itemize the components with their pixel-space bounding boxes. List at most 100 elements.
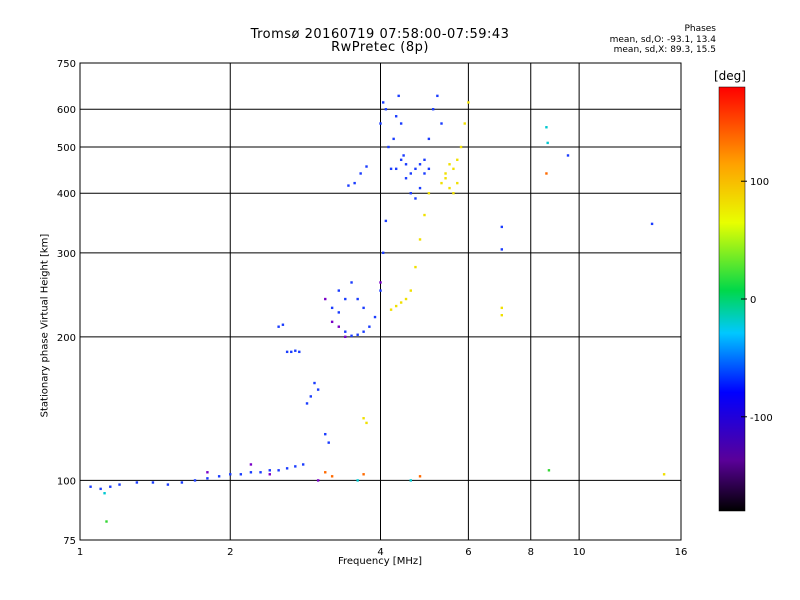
data-point bbox=[397, 94, 400, 98]
data-point bbox=[423, 213, 426, 217]
y-tick-label: 600 bbox=[57, 105, 76, 116]
colorbar-tick-label: -100 bbox=[750, 413, 773, 424]
data-point bbox=[362, 417, 365, 420]
data-point bbox=[285, 350, 289, 354]
data-point bbox=[662, 473, 666, 476]
data-point bbox=[399, 158, 403, 162]
data-point bbox=[463, 122, 466, 125]
data-point bbox=[436, 94, 439, 98]
data-point bbox=[365, 421, 368, 425]
data-point bbox=[440, 181, 443, 185]
data-point bbox=[448, 163, 451, 166]
data-point bbox=[249, 463, 253, 466]
data-point bbox=[381, 101, 385, 104]
data-point bbox=[427, 137, 431, 141]
chart-subtitle: RwPretec (8p) bbox=[331, 40, 429, 55]
data-point bbox=[418, 163, 422, 166]
data-point bbox=[546, 141, 549, 145]
data-point bbox=[440, 122, 443, 125]
data-point bbox=[404, 163, 408, 166]
data-point bbox=[259, 471, 262, 474]
data-point bbox=[105, 520, 108, 523]
y-axis-ticks: 75 100 200 300 400 500 600 750 bbox=[57, 59, 76, 547]
data-point bbox=[135, 481, 139, 484]
data-point bbox=[467, 101, 470, 104]
data-point bbox=[309, 395, 312, 398]
data-point bbox=[409, 479, 412, 482]
data-point bbox=[399, 122, 403, 125]
data-point bbox=[392, 137, 395, 141]
data-point bbox=[353, 181, 356, 185]
data-point bbox=[277, 325, 280, 328]
data-point bbox=[459, 145, 463, 149]
data-point bbox=[285, 467, 289, 470]
data-point bbox=[394, 304, 398, 308]
y-tick-label: 500 bbox=[57, 143, 76, 154]
data-point bbox=[379, 122, 382, 125]
phases-stats-o: mean, sd,O: -93.1, 13.4 bbox=[609, 35, 716, 45]
data-point bbox=[337, 289, 341, 292]
y-tick-label: 300 bbox=[57, 249, 76, 260]
data-point bbox=[359, 172, 362, 175]
x-tick-label: 16 bbox=[675, 547, 688, 558]
data-point bbox=[500, 225, 504, 229]
data-point bbox=[298, 350, 301, 354]
data-point bbox=[399, 301, 403, 304]
data-point bbox=[290, 350, 293, 354]
data-point bbox=[294, 465, 297, 468]
data-point bbox=[344, 335, 347, 339]
data-point bbox=[229, 473, 232, 476]
data-point bbox=[456, 181, 459, 185]
colorbar-tick-label: 100 bbox=[750, 177, 769, 188]
data-point bbox=[404, 177, 408, 180]
data-point bbox=[109, 485, 112, 488]
data-point bbox=[547, 469, 551, 472]
x-tick-label: 1 bbox=[77, 547, 83, 558]
phases-stats-x: mean, sd,X: 89.3, 15.5 bbox=[613, 45, 716, 55]
data-point bbox=[249, 471, 253, 474]
data-point bbox=[356, 297, 359, 301]
data-point bbox=[448, 186, 451, 190]
y-tick-label: 75 bbox=[63, 536, 76, 547]
colorbar bbox=[718, 86, 746, 512]
x-tick-label: 4 bbox=[377, 547, 383, 558]
data-point bbox=[316, 388, 320, 391]
data-point bbox=[500, 306, 504, 310]
data-point bbox=[268, 469, 271, 472]
data-point bbox=[389, 167, 393, 171]
data-point bbox=[89, 485, 92, 488]
data-point bbox=[418, 475, 422, 478]
data-point bbox=[545, 126, 548, 129]
data-point bbox=[324, 297, 327, 301]
data-point bbox=[239, 473, 243, 476]
data-point bbox=[379, 281, 382, 284]
x-axis-label: Frequency [MHz] bbox=[337, 556, 423, 567]
data-point bbox=[316, 479, 320, 482]
data-point bbox=[337, 325, 341, 328]
data-point bbox=[427, 167, 431, 171]
data-point bbox=[350, 334, 353, 337]
x-tick-label: 2 bbox=[227, 547, 233, 558]
data-point bbox=[404, 297, 408, 301]
chart-title: Tromsø 20160719 07:58:00-07:59:43 bbox=[250, 27, 510, 42]
data-point bbox=[423, 158, 426, 162]
data-point bbox=[373, 315, 377, 319]
data-point bbox=[324, 432, 327, 436]
data-point bbox=[313, 381, 316, 385]
data-point bbox=[566, 154, 570, 157]
data-point bbox=[381, 251, 385, 255]
y-tick-label: 200 bbox=[57, 333, 76, 344]
data-point bbox=[277, 469, 280, 472]
grid-lines bbox=[80, 63, 681, 540]
data-point bbox=[387, 145, 390, 149]
data-point bbox=[456, 158, 459, 162]
data-point bbox=[330, 306, 334, 310]
data-point bbox=[206, 471, 209, 474]
data-point bbox=[379, 289, 382, 292]
data-point bbox=[431, 108, 435, 111]
data-point bbox=[365, 165, 368, 168]
data-point bbox=[452, 167, 455, 171]
data-point bbox=[350, 281, 353, 284]
data-point bbox=[151, 481, 155, 484]
